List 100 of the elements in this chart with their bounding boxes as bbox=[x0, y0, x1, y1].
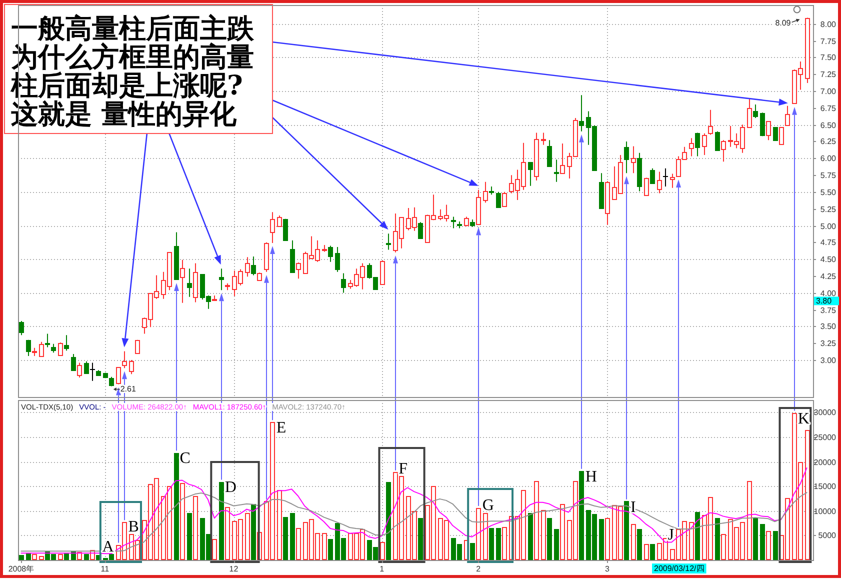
y-tick-label: 5.75 bbox=[820, 171, 837, 180]
candlestick bbox=[64, 334, 69, 352]
candlestick bbox=[39, 341, 44, 357]
bar bbox=[554, 529, 559, 560]
x-tick-label: 12 bbox=[229, 564, 239, 574]
candlestick bbox=[341, 272, 346, 294]
candlestick bbox=[187, 268, 192, 298]
y-tick-label: 7.25 bbox=[820, 70, 837, 79]
y-tick-label: 30000 bbox=[814, 408, 837, 417]
bar bbox=[496, 528, 501, 560]
bar bbox=[631, 524, 636, 560]
axis-flag: 3.80 bbox=[814, 296, 839, 306]
y-tick-label: 4.50 bbox=[820, 255, 837, 264]
bar bbox=[773, 531, 778, 560]
bar bbox=[599, 519, 604, 560]
candlestick bbox=[560, 143, 565, 174]
candlestick bbox=[135, 339, 140, 354]
candlestick bbox=[489, 186, 494, 196]
candlestick bbox=[766, 120, 771, 141]
bar bbox=[180, 483, 185, 560]
y-tick-label: 7.50 bbox=[820, 53, 837, 62]
y-tick-label: 6.00 bbox=[820, 154, 837, 163]
cursor-date: 2009/03/12/四 bbox=[652, 564, 706, 574]
candlestick bbox=[483, 181, 488, 204]
candlestick bbox=[631, 146, 636, 174]
bar bbox=[26, 553, 31, 560]
y-tick-label: 6.50 bbox=[820, 121, 837, 130]
candlestick bbox=[122, 350, 127, 369]
annotation: 8.09 bbox=[775, 18, 792, 28]
bar bbox=[695, 512, 700, 560]
bar bbox=[624, 501, 629, 560]
candlestick bbox=[708, 109, 713, 136]
candlestick bbox=[19, 320, 24, 336]
candlestick bbox=[322, 244, 327, 252]
candlestick bbox=[644, 177, 649, 196]
bar bbox=[245, 513, 250, 560]
candlestick bbox=[58, 342, 63, 356]
candlestick bbox=[657, 171, 662, 194]
candlestick bbox=[464, 216, 469, 227]
bar bbox=[32, 554, 37, 560]
candlestick bbox=[296, 262, 301, 280]
candlestick bbox=[270, 212, 275, 244]
bar bbox=[721, 534, 726, 560]
bar bbox=[290, 513, 295, 560]
candlestick bbox=[695, 132, 700, 157]
bar bbox=[58, 554, 63, 560]
candlestick bbox=[753, 104, 758, 118]
bar bbox=[219, 482, 224, 560]
bar bbox=[84, 554, 89, 560]
y-tick-label: 10000 bbox=[814, 507, 837, 516]
candlestick bbox=[51, 343, 56, 354]
bar bbox=[64, 553, 69, 560]
data-label: D bbox=[224, 479, 236, 496]
bar bbox=[689, 522, 694, 560]
candlestick bbox=[779, 126, 784, 146]
candlestick bbox=[84, 360, 89, 374]
data-label: I bbox=[630, 498, 636, 516]
y-tick-label: 25000 bbox=[814, 433, 837, 442]
candlestick bbox=[579, 94, 584, 132]
x-tick-label: 2008年 bbox=[8, 564, 34, 574]
candlestick bbox=[689, 138, 694, 157]
candlestick bbox=[662, 168, 668, 188]
candlestick bbox=[805, 17, 810, 84]
y-tick-label: 5.00 bbox=[820, 222, 837, 231]
candlestick bbox=[670, 173, 675, 188]
candlestick bbox=[721, 140, 726, 162]
candlestick bbox=[71, 353, 76, 372]
candlestick bbox=[457, 221, 462, 229]
y-tick-label: 4.75 bbox=[820, 238, 837, 247]
bar bbox=[760, 524, 765, 560]
candlestick bbox=[637, 152, 642, 192]
x-tick-label: 2 bbox=[476, 564, 482, 574]
candlestick bbox=[547, 140, 552, 168]
bar bbox=[637, 529, 642, 560]
y-tick-label: 3.25 bbox=[820, 339, 837, 348]
candlestick bbox=[386, 233, 391, 250]
y-tick-label: 5.50 bbox=[820, 188, 837, 197]
y-tick-label: 3.00 bbox=[820, 356, 837, 365]
candlestick bbox=[476, 189, 481, 225]
bar bbox=[328, 539, 333, 560]
candlestick bbox=[277, 214, 282, 228]
candlestick bbox=[528, 162, 533, 186]
bar bbox=[39, 556, 44, 560]
bar bbox=[470, 543, 475, 560]
data-label: E bbox=[276, 420, 286, 437]
candlestick bbox=[702, 132, 707, 156]
candlestick bbox=[502, 191, 507, 208]
candlestick bbox=[451, 216, 456, 229]
bar bbox=[187, 513, 192, 560]
candlestick bbox=[599, 172, 604, 210]
y-tick-label: 7.75 bbox=[820, 37, 837, 46]
bar bbox=[766, 531, 771, 560]
candlestick bbox=[45, 333, 50, 348]
bar bbox=[277, 490, 282, 560]
bar bbox=[715, 518, 720, 560]
candlestick bbox=[605, 180, 610, 226]
candlestick bbox=[251, 256, 256, 276]
candlestick bbox=[219, 268, 224, 291]
bar bbox=[579, 471, 584, 560]
bar bbox=[386, 482, 391, 560]
